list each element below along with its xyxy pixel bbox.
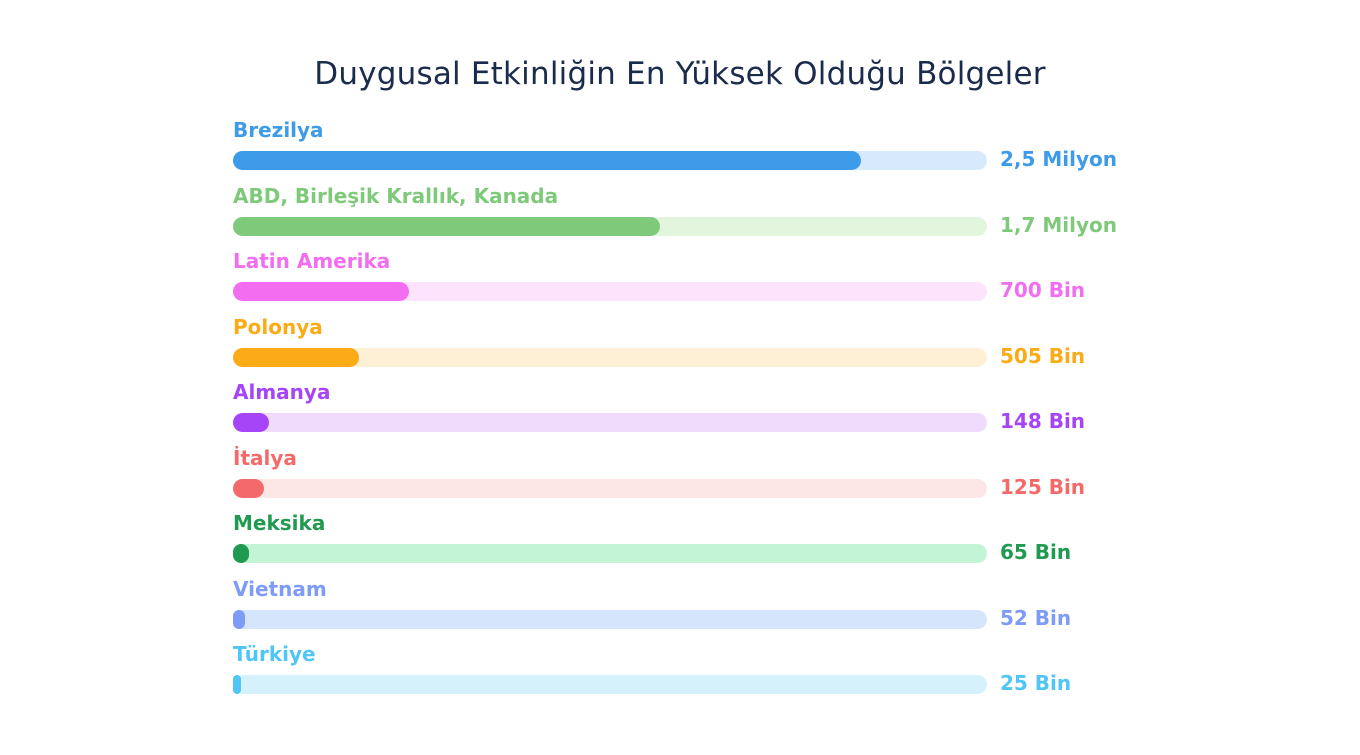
bar-label: Almanya [233,380,331,404]
bar-label: İtalya [233,445,297,470]
bar-track [233,151,987,170]
bar-label: Polonya [233,314,323,339]
bar-row: Türkiye 25 Bin [233,642,1133,708]
bar-fill [233,347,359,367]
bar-value: 65 Bin [1000,540,1072,564]
bar-value: 125 Bin [1000,474,1086,499]
bar-track [233,478,987,498]
bar-row: Almanya 148 Bin [233,380,1133,446]
bar-track [233,216,987,236]
bar-label: Brezilya [233,118,324,142]
bar-track [233,282,987,301]
bar-label: Latin Amerika [233,249,391,273]
bar-value: 25 Bin [1000,671,1072,695]
bar-track [233,609,987,629]
bar-row: Brezilya 2,5 Milyon [233,118,1133,184]
bar-fill [233,544,249,563]
bar-value: 1,7 Milyon [1000,212,1118,237]
bar-row: Meksika 65 Bin [233,511,1133,577]
bar-label: Meksika [233,511,326,535]
bar-row: İtalya 125 Bin [233,446,1133,512]
bar-label: ABD, Birleşik Krallık, Kanada [233,183,559,208]
bar-value: 52 Bin [1000,605,1072,630]
bar-value: 148 Bin [1000,409,1086,433]
bar-value: 505 Bin [1000,343,1086,368]
bar-fill [233,413,269,432]
bar-row: ABD, Birleşik Krallık, Kanada 1,7 Milyon [233,184,1133,250]
bar-track [233,347,987,367]
bar-fill [233,675,241,694]
bar-row: Latin Amerika 700 Bin [233,249,1133,315]
bar-row: Vietnam 52 Bin [233,577,1133,643]
bar-fill [233,216,660,236]
bar-value: 2,5 Milyon [1000,147,1118,171]
bar-track [233,413,987,432]
bar-row: Polonya 505 Bin [233,315,1133,381]
bar-fill [233,282,409,301]
bar-fill [233,478,264,498]
bar-track [233,675,987,694]
bar-fill [233,609,245,629]
chart-title: Duygusal Etkinliğin En Yüksek Olduğu Böl… [314,56,1046,92]
bar-value: 700 Bin [1000,278,1086,302]
bar-fill [233,151,861,170]
bar-label: Vietnam [233,576,327,601]
bar-track [233,544,987,563]
bar-label: Türkiye [233,642,316,666]
